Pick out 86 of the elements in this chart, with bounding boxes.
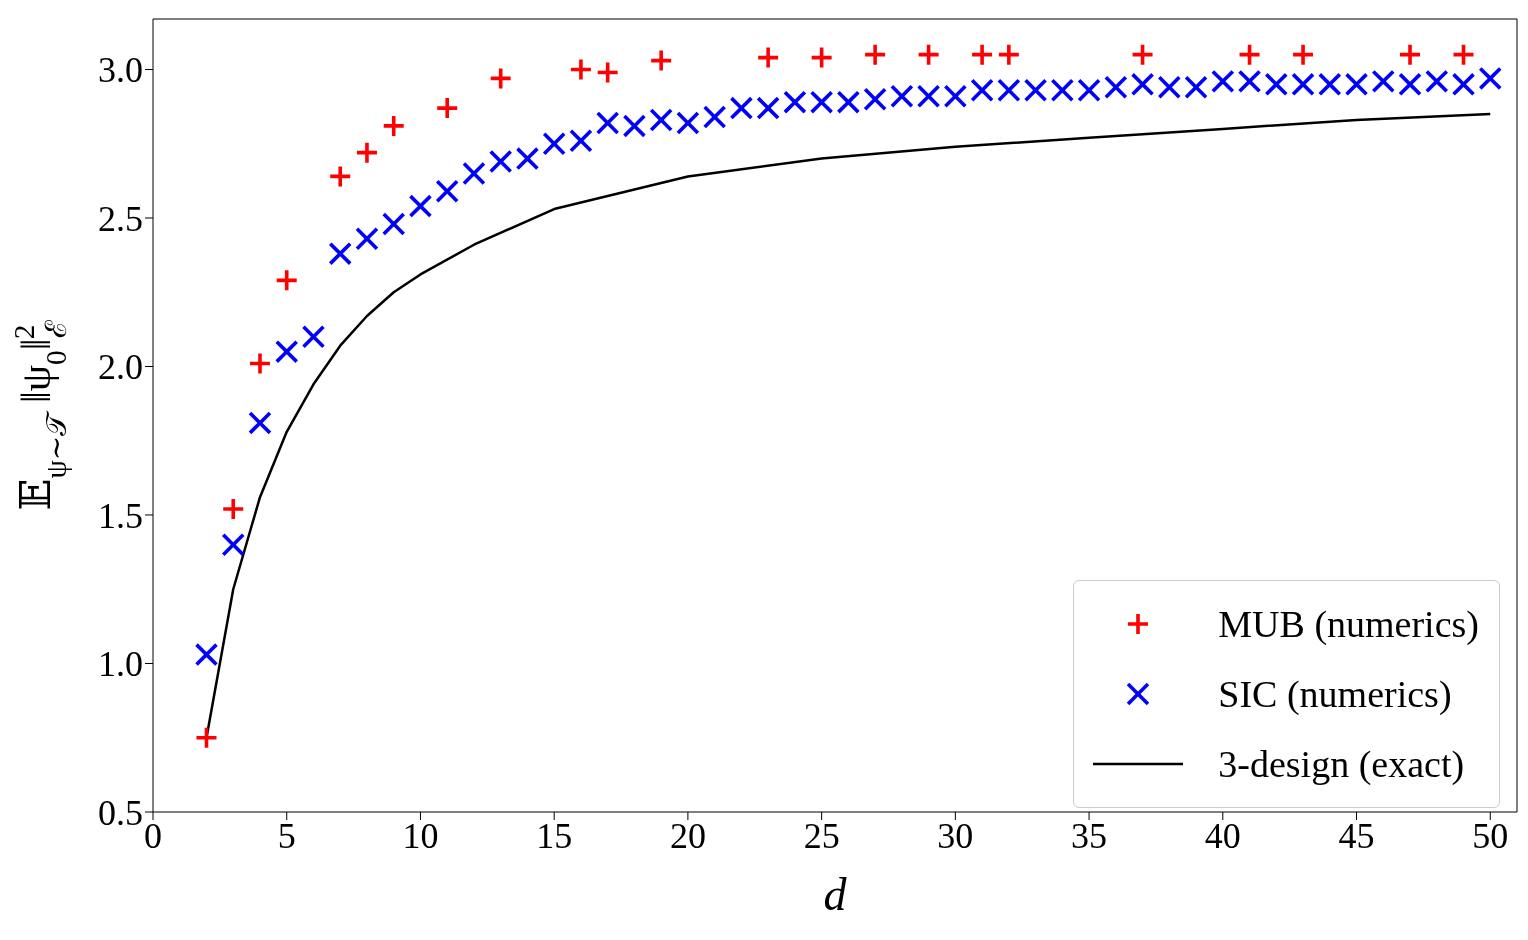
point (623, 114, 646, 138)
point (758, 47, 779, 68)
point (810, 90, 833, 114)
y-tick-label: 0.5 (98, 792, 143, 833)
point (917, 84, 940, 108)
x-tick-label: 35 (1071, 815, 1108, 856)
legend-label: SIC (numerics) (1218, 672, 1452, 716)
point (1104, 76, 1128, 99)
y-tick-label: 2.5 (98, 198, 143, 239)
point (437, 98, 458, 119)
x-tick-label: 20 (669, 815, 706, 856)
point (570, 59, 591, 80)
point (997, 79, 1021, 102)
point (276, 270, 297, 291)
point (383, 115, 404, 136)
point (462, 162, 486, 185)
point (1452, 73, 1475, 96)
point (382, 212, 405, 236)
y-tick-label: 3.0 (98, 50, 143, 91)
point (756, 96, 780, 120)
point (703, 105, 726, 129)
point (489, 150, 512, 173)
point (355, 227, 379, 251)
point (196, 727, 217, 748)
point (1051, 79, 1074, 102)
point (516, 147, 539, 170)
point (865, 44, 886, 65)
point (542, 132, 566, 155)
legend-label: MUB (numerics) (1218, 602, 1479, 646)
point (249, 353, 270, 374)
point (1211, 70, 1235, 93)
point (890, 84, 914, 108)
x-tick-label: 50 (1472, 815, 1509, 856)
point (195, 643, 218, 666)
point (275, 340, 298, 363)
point (1479, 67, 1502, 90)
point (1318, 73, 1342, 96)
point (356, 142, 377, 163)
point (248, 411, 272, 435)
point (1024, 79, 1047, 102)
point (435, 180, 459, 203)
point (944, 84, 967, 108)
point (328, 242, 352, 265)
x-tick-label: 40 (1204, 815, 1241, 856)
point (1077, 79, 1101, 102)
point (651, 50, 672, 71)
point (1158, 76, 1181, 99)
x-tick-label: 30 (937, 815, 974, 856)
point (1372, 70, 1395, 93)
x-tick-label: 25 (803, 815, 840, 856)
point (1293, 44, 1314, 65)
x-axis-title: d (823, 869, 848, 920)
point (223, 499, 244, 520)
point (649, 108, 673, 132)
x-tick-label: 0 (144, 815, 162, 856)
x-tick-label: 15 (536, 815, 573, 856)
point (998, 44, 1019, 65)
point (730, 96, 753, 120)
point (596, 111, 619, 135)
point (1400, 44, 1421, 65)
point (409, 194, 432, 218)
point (1345, 73, 1368, 96)
y-tick-label: 1.0 (98, 644, 143, 685)
point (1265, 73, 1288, 96)
x-tick-label: 5 (277, 815, 296, 856)
point (972, 44, 993, 65)
point (1238, 70, 1261, 93)
point (863, 87, 887, 111)
point (1184, 76, 1208, 99)
y-tick-label: 2.0 (98, 347, 143, 388)
point (837, 90, 860, 114)
point (676, 111, 700, 135)
point (970, 79, 994, 102)
point (302, 325, 325, 349)
point (783, 90, 807, 114)
point (1131, 73, 1154, 96)
point (1398, 73, 1422, 96)
x-tick-label: 10 (402, 815, 439, 856)
point (1425, 70, 1449, 93)
point (221, 533, 245, 556)
point (569, 129, 593, 153)
legend-label: 3-design (exact) (1218, 742, 1465, 786)
x-tick-label: 45 (1338, 815, 1375, 856)
point (1291, 73, 1315, 96)
point (330, 166, 351, 187)
y-tick-label: 1.5 (98, 495, 143, 536)
